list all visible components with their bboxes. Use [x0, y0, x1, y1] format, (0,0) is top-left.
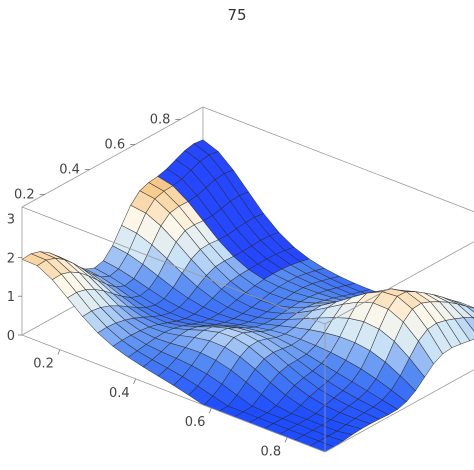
box-edge [21, 334, 326, 453]
y-tick-label: 0.2 [14, 188, 35, 203]
surface-mesh [21, 139, 474, 453]
x-tick-label: 0.4 [109, 386, 130, 401]
tick-mark [57, 349, 61, 355]
tick-mark [284, 437, 288, 443]
y-tick-label: 0.4 [59, 163, 80, 178]
x-tick-label: 0.6 [185, 415, 206, 430]
chart-title: 75 [227, 6, 247, 24]
x-tick-label: 0.2 [33, 357, 54, 372]
y-tick-label: 0.8 [150, 113, 171, 128]
z-tick-label: 1 [7, 290, 15, 305]
tick-mark [133, 378, 136, 385]
tick-mark [209, 407, 212, 414]
box-edge [21, 106, 204, 208]
box-edge [324, 369, 474, 453]
x-tick-label: 0.8 [260, 444, 281, 459]
box-edge [21, 206, 326, 325]
z-tick-label: 2 [7, 251, 15, 266]
axis-ticks: 0.2 0.4 0.6 0.8 0.2 0.4 0.6 0.8 0 1 2 3 [7, 113, 288, 459]
box-edge [324, 241, 474, 325]
y-tick-label: 0.6 [104, 138, 125, 153]
bounding-box-front-edges [21, 206, 474, 453]
box-edge [202, 106, 474, 213]
z-tick-label: 0 [7, 329, 15, 344]
z-tick-label: 3 [7, 213, 15, 228]
